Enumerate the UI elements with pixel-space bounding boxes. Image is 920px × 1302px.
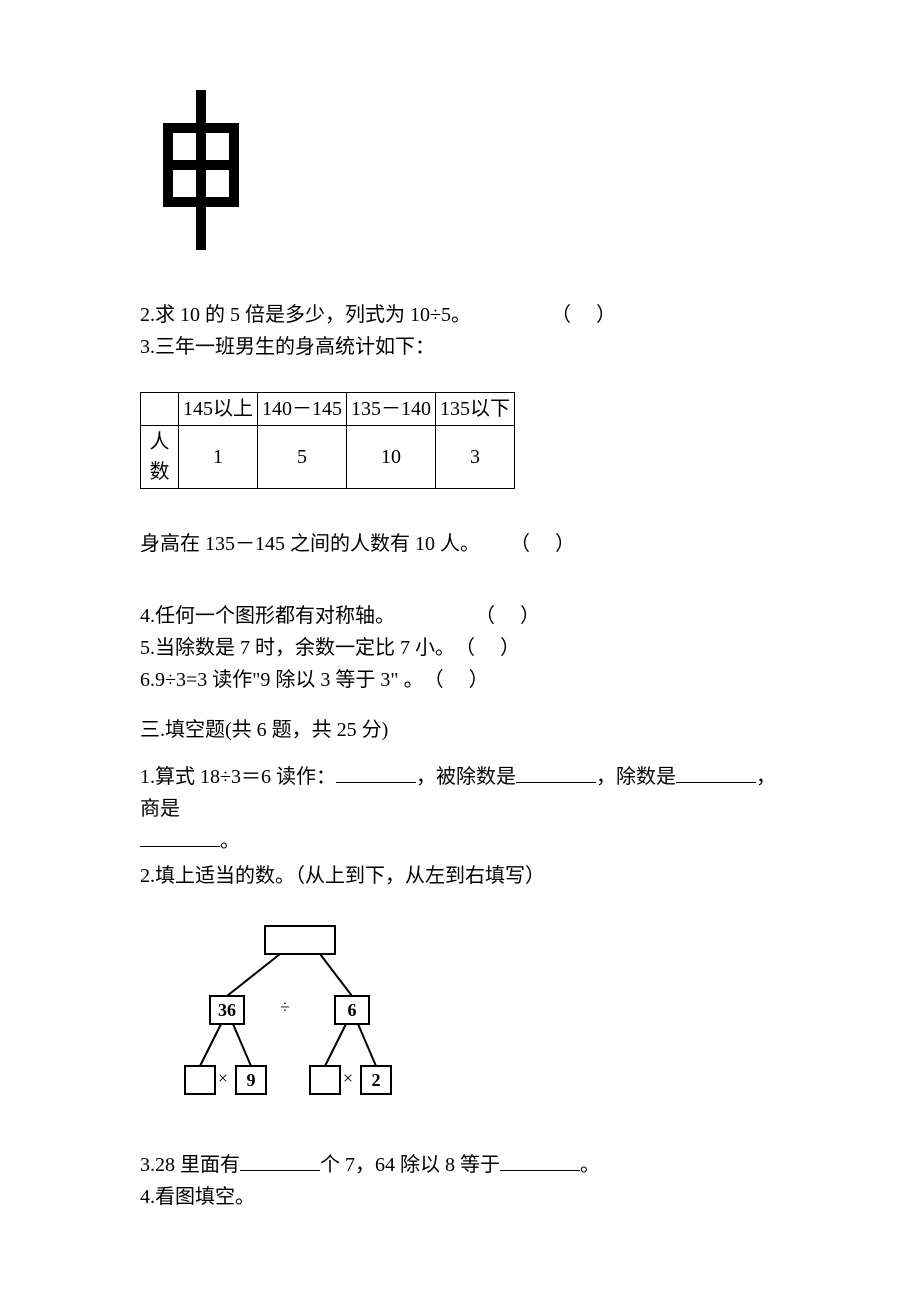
q3-conclusion-text: 身高在 135－145 之间的人数有 10 人。 xyxy=(140,529,480,559)
fill-q1: 1.算式 18÷3＝6 读作：，被除数是，除数是，商是。 xyxy=(140,761,780,857)
tree-diagram: 36 6 ÷ 9 2 × × xyxy=(180,921,780,1110)
col-135-below: 135以下 xyxy=(436,393,515,426)
question-5: 5.当除数是 7 时，余数一定比 7 小。 （ ） xyxy=(140,633,780,663)
section-3-title: 三.填空题(共 6 题，共 25 分) xyxy=(140,715,780,745)
question-5-text: 5.当除数是 7 时，余数一定比 7 小。 xyxy=(140,633,455,663)
question-6-paren: （ ） xyxy=(424,665,489,695)
col-140-145: 140－145 xyxy=(258,393,347,426)
fill-q3-p1: 3.28 里面有 xyxy=(140,1154,240,1176)
question-4-text: 4.任何一个图形都有对称轴。 xyxy=(140,601,395,631)
blank-2 xyxy=(516,763,596,783)
cell-5: 5 xyxy=(258,426,347,489)
svg-text:÷: ÷ xyxy=(280,997,290,1017)
svg-text:9: 9 xyxy=(247,1070,256,1090)
blank-1 xyxy=(336,763,416,783)
question-2-paren: （ ） xyxy=(551,300,616,330)
question-2: 2.求 10 的 5 倍是多少，列式为 10÷5。 （ ） xyxy=(140,300,780,330)
cell-3: 3 xyxy=(436,426,515,489)
tree-svg: 36 6 ÷ 9 2 × × xyxy=(180,921,400,1101)
cell-1: 1 xyxy=(179,426,258,489)
fill-q3: 3.28 里面有 个 7，64 除以 8 等于 。 xyxy=(140,1150,780,1180)
table-header-row: 145以上 140－145 135－140 135以下 xyxy=(141,393,515,426)
blank-5 xyxy=(240,1151,320,1171)
cell-10: 10 xyxy=(347,426,436,489)
fill-q1-p2: ，被除数是 xyxy=(416,766,516,788)
svg-text:2: 2 xyxy=(372,1070,381,1090)
row-label: 人数 xyxy=(141,426,179,489)
height-table-container: 145以上 140－145 135－140 135以下 人数 1 5 10 3 xyxy=(140,392,780,489)
svg-text:×: × xyxy=(343,1068,353,1088)
question-3-intro: 3.三年一班男生的身高统计如下： xyxy=(140,332,780,362)
blank-3 xyxy=(676,763,756,783)
question-2-text: 2.求 10 的 5 倍是多少，列式为 10÷5。 xyxy=(140,300,471,330)
svg-text:6: 6 xyxy=(348,1000,357,1020)
fill-q1-p5: 。 xyxy=(220,830,240,852)
table-data-row: 人数 1 5 10 3 xyxy=(141,426,515,489)
svg-text:×: × xyxy=(218,1068,228,1088)
question-3-conclusion: 身高在 135－145 之间的人数有 10 人。 （ ） xyxy=(140,529,780,559)
svg-text:36: 36 xyxy=(218,1000,236,1020)
question-5-paren: （ ） xyxy=(455,633,520,663)
blank-6 xyxy=(500,1151,580,1171)
table-header-blank xyxy=(141,393,179,426)
question-6: 6.9÷3=3 读作"9 除以 3 等于 3" 。 （ ） xyxy=(140,665,780,695)
col-135-140: 135－140 xyxy=(347,393,436,426)
fill-q1-p1: 1.算式 18÷3＝6 读作： xyxy=(140,766,336,788)
blank-4 xyxy=(140,827,220,847)
col-145-above: 145以上 xyxy=(179,393,258,426)
fill-q1-p3: ，除数是 xyxy=(596,766,676,788)
fill-q3-p2: 个 7，64 除以 8 等于 xyxy=(320,1154,500,1176)
shen-character xyxy=(160,90,780,250)
question-6-text: 6.9÷3=3 读作"9 除以 3 等于 3" 。 xyxy=(140,665,424,695)
question-4: 4.任何一个图形都有对称轴。 （ ） xyxy=(140,601,780,631)
question-4-paren: （ ） xyxy=(475,601,540,631)
fill-q2: 2.填上适当的数。（从上到下，从左到右填写） xyxy=(140,861,780,891)
fill-q3-p3: 。 xyxy=(580,1154,600,1176)
q3-conclusion-paren: （ ） xyxy=(510,529,575,559)
fill-q4: 4.看图填空。 xyxy=(140,1182,780,1212)
height-table: 145以上 140－145 135－140 135以下 人数 1 5 10 3 xyxy=(140,392,515,489)
